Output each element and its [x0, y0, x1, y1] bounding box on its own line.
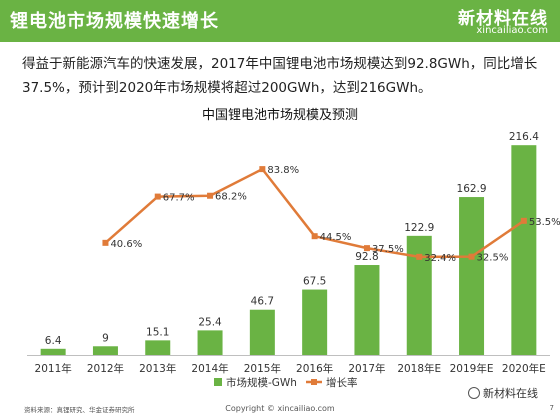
bar-value-label: 67.5 — [303, 276, 326, 288]
legend-bar-swatch — [214, 378, 222, 386]
bar — [92, 346, 118, 355]
legend-bar-label: 市场规模-GWh — [226, 376, 297, 389]
bar — [197, 330, 223, 355]
x-tick-label: 2016年 — [296, 362, 333, 375]
bar-value-label: 15.1 — [146, 326, 169, 338]
header-bar: 锂电池市场规模快速增长 新材料在线 xincailiao.com — [0, 0, 560, 42]
growth-marker — [102, 239, 109, 246]
copyright-note: Copyright © xincailiao.com — [225, 404, 335, 413]
bar-value-label: 6.4 — [45, 335, 62, 347]
bar-value-label: 25.4 — [198, 316, 222, 328]
x-tick-label: 2011年 — [35, 362, 72, 375]
growth-marker — [520, 217, 527, 224]
bar-value-label: 9 — [102, 332, 109, 344]
logo-url: xincailiao.com — [476, 25, 548, 36]
growth-marker — [416, 253, 423, 260]
bar-value-label: 162.9 — [457, 183, 487, 195]
x-tick-label: 2014年 — [191, 362, 228, 375]
footer-brand: 新材料在线 — [468, 385, 538, 401]
bar — [249, 309, 275, 355]
bar-value-label: 216.4 — [509, 131, 539, 143]
bar-value-label: 46.7 — [251, 296, 274, 308]
source-note: 资料来源：真锂研究、华金证券研究所 — [24, 406, 135, 414]
page-title: 锂电池市场规模快速增长 — [10, 11, 219, 32]
growth-value-label: 40.6% — [110, 239, 142, 250]
bar — [40, 348, 66, 355]
growth-marker — [311, 233, 318, 240]
growth-value-label: 53.5% — [529, 217, 560, 228]
page-number: 7 — [549, 404, 554, 412]
x-tick-label: 2018年E — [397, 362, 441, 375]
bar — [459, 197, 485, 355]
intro-text: 得益于新能源汽车的快速发展，2017年中国锂电池市场规模达到92.8GWh，同比… — [22, 56, 538, 96]
bar-value-label: 92.8 — [355, 251, 378, 263]
brand-logo: 新材料在线 xincailiao.com — [438, 4, 548, 38]
x-tick-label: 2017年 — [348, 362, 385, 375]
x-tick-label: 2012年 — [87, 362, 124, 375]
legend-line-label: 增长率 — [326, 376, 358, 389]
bar — [145, 340, 171, 355]
growth-value-label: 32.4% — [424, 253, 456, 264]
growth-marker — [154, 193, 161, 200]
bar-value-label: 122.9 — [404, 222, 434, 234]
chart-title: 中国锂电池市场规模及预测 — [201, 108, 358, 123]
growth-marker — [259, 166, 266, 173]
logo-name: 新材料在线 — [458, 9, 548, 29]
x-tick-label: 2013年 — [139, 362, 176, 375]
growth-value-label: 67.7% — [163, 193, 195, 204]
growth-value-label: 68.2% — [215, 192, 247, 203]
growth-marker — [363, 245, 370, 252]
wechat-icon — [468, 387, 480, 399]
bar — [511, 145, 537, 355]
bar — [302, 289, 328, 355]
growth-value-label: 83.8% — [267, 165, 299, 176]
x-tick-label: 2015年 — [244, 362, 281, 375]
growth-value-label: 32.5% — [477, 253, 509, 264]
growth-marker — [207, 192, 214, 199]
growth-value-label: 37.5% — [372, 244, 404, 255]
footer-brand-label: 新材料在线 — [483, 387, 538, 400]
growth-marker — [468, 253, 475, 260]
bar — [354, 265, 380, 355]
growth-value-label: 44.5% — [320, 232, 352, 243]
legend-line-marker — [311, 379, 317, 385]
x-tick-label: 2019年E — [450, 362, 494, 375]
x-tick-label: 2020年E — [502, 362, 546, 375]
